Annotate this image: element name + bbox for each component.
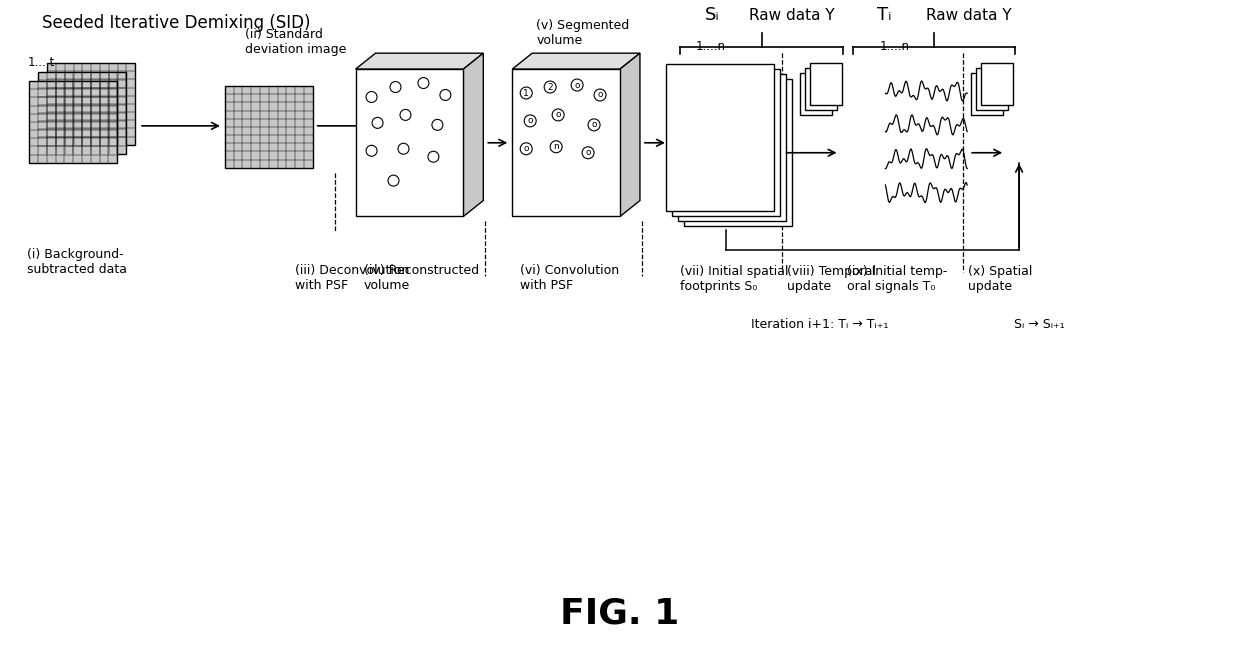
Text: 1....t: 1....t bbox=[27, 56, 55, 69]
Bar bbox=[800, 73, 832, 115]
Bar bbox=[47, 63, 135, 145]
Circle shape bbox=[551, 141, 562, 153]
Circle shape bbox=[418, 78, 429, 89]
Polygon shape bbox=[464, 53, 484, 216]
Bar bbox=[224, 86, 312, 168]
Circle shape bbox=[398, 143, 409, 154]
Text: 1....n: 1....n bbox=[879, 40, 909, 53]
Text: (ix) Initial temp-
oral signals T₀: (ix) Initial temp- oral signals T₀ bbox=[847, 265, 947, 293]
Text: (i) Background-
subtracted data: (i) Background- subtracted data bbox=[27, 248, 128, 276]
Bar bbox=[976, 68, 1008, 110]
Circle shape bbox=[401, 109, 410, 120]
Text: o: o bbox=[585, 148, 590, 157]
Bar bbox=[810, 63, 842, 105]
Circle shape bbox=[521, 143, 532, 155]
Polygon shape bbox=[512, 69, 620, 216]
Text: 1: 1 bbox=[523, 88, 529, 97]
Bar bbox=[805, 68, 837, 110]
Circle shape bbox=[391, 82, 401, 93]
Text: (v) Segmented
volume: (v) Segmented volume bbox=[536, 19, 630, 47]
Bar bbox=[666, 64, 774, 211]
Text: (ii) Standard
deviation image: (ii) Standard deviation image bbox=[244, 28, 346, 56]
Circle shape bbox=[544, 81, 557, 93]
Bar bbox=[38, 72, 126, 154]
Text: o: o bbox=[527, 116, 533, 126]
Circle shape bbox=[388, 175, 399, 186]
Text: Sᵢ → Sᵢ₊₁: Sᵢ → Sᵢ₊₁ bbox=[1014, 318, 1064, 331]
Text: o: o bbox=[556, 111, 560, 119]
Text: n: n bbox=[553, 142, 559, 151]
Text: (vii) Initial spatial
footprints S₀: (vii) Initial spatial footprints S₀ bbox=[680, 265, 789, 293]
Text: o: o bbox=[574, 80, 580, 89]
Text: 1....n: 1....n bbox=[696, 40, 725, 53]
Text: (vi) Convolution
with PSF: (vi) Convolution with PSF bbox=[521, 265, 619, 292]
Text: 2: 2 bbox=[547, 82, 553, 91]
Circle shape bbox=[521, 87, 532, 99]
Circle shape bbox=[372, 117, 383, 128]
Circle shape bbox=[428, 151, 439, 163]
Text: o: o bbox=[523, 144, 529, 153]
Text: (iv) Reconstructed
volume: (iv) Reconstructed volume bbox=[363, 265, 479, 292]
Text: Sᵢ: Sᵢ bbox=[704, 7, 719, 24]
Bar bbox=[30, 81, 117, 163]
Polygon shape bbox=[356, 53, 484, 69]
Circle shape bbox=[366, 145, 377, 156]
Bar bbox=[678, 74, 786, 222]
Text: Iteration i+1: Tᵢ → Tᵢ₊₁: Iteration i+1: Tᵢ → Tᵢ₊₁ bbox=[751, 318, 888, 331]
Circle shape bbox=[582, 147, 594, 159]
Text: (viii) Temporal
update: (viii) Temporal update bbox=[786, 265, 875, 293]
Circle shape bbox=[594, 89, 606, 101]
Text: FIG. 1: FIG. 1 bbox=[560, 597, 680, 631]
Text: (x) Spatial
update: (x) Spatial update bbox=[968, 265, 1033, 293]
Circle shape bbox=[366, 91, 377, 103]
Text: Tᵢ: Tᵢ bbox=[877, 7, 892, 24]
Polygon shape bbox=[356, 69, 464, 216]
Circle shape bbox=[572, 79, 583, 91]
Circle shape bbox=[552, 109, 564, 121]
Text: Raw data Y: Raw data Y bbox=[926, 8, 1012, 23]
Text: (iii) Deconvolution
with PSF: (iii) Deconvolution with PSF bbox=[295, 265, 409, 292]
Text: o: o bbox=[598, 91, 603, 99]
Polygon shape bbox=[512, 53, 640, 69]
Circle shape bbox=[432, 119, 443, 130]
Circle shape bbox=[440, 89, 451, 101]
Circle shape bbox=[588, 119, 600, 131]
Bar bbox=[683, 79, 791, 226]
Text: Seeded Iterative Demixing (SID): Seeded Iterative Demixing (SID) bbox=[42, 14, 310, 32]
Text: o: o bbox=[591, 120, 596, 130]
Polygon shape bbox=[620, 53, 640, 216]
Text: Raw data Y: Raw data Y bbox=[749, 8, 835, 23]
Circle shape bbox=[525, 115, 536, 127]
Bar bbox=[672, 69, 780, 216]
Bar bbox=[981, 63, 1013, 105]
Bar bbox=[971, 73, 1003, 115]
